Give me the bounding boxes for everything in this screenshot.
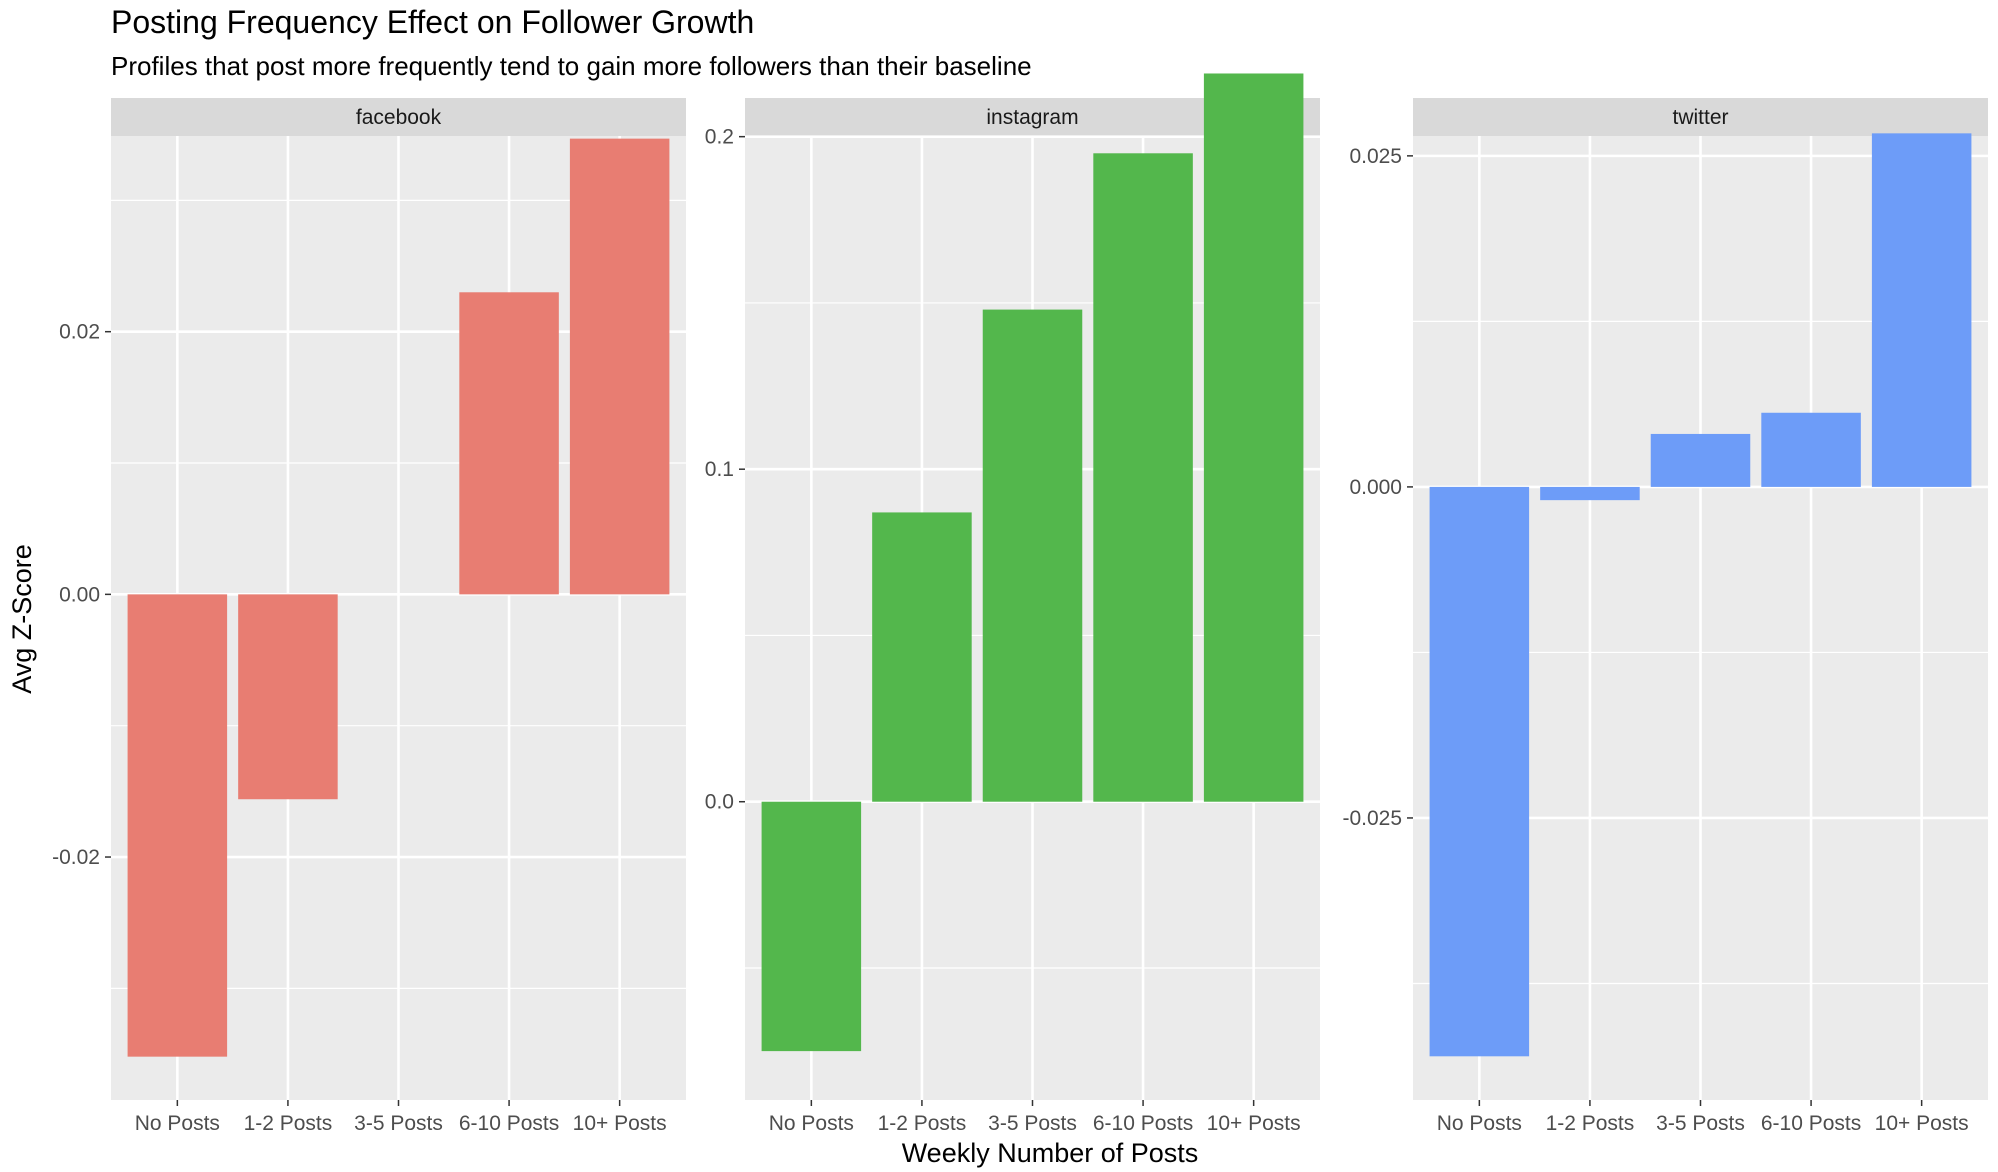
facet-twitter: twitter -0.025 0.000 0.025 No Posts 1-2 Posts… (1342, 98, 1988, 1135)
facet-instagram: instagram 0.0 0.1 0.2 No Posts 1-2 Posts 3-5 P… (705, 73, 1320, 1135)
x-tick-label: No Posts (135, 1112, 220, 1135)
x-tick-label: 10+ Posts (1875, 1112, 1969, 1135)
bar (127, 594, 228, 1057)
x-axis-label: Weekly Number of Posts (902, 1138, 1199, 1168)
y-tick-label: 0.1 (705, 458, 734, 481)
facet-strip-label: facebook (356, 106, 442, 129)
x-tick-label: 10+ Posts (573, 1112, 667, 1135)
x-tick-label: 3-5 Posts (1656, 1112, 1745, 1135)
facet-strip (1413, 98, 1988, 136)
bar (761, 801, 862, 1052)
bar (872, 512, 972, 802)
bar (1429, 486, 1530, 1057)
x-tick-label: No Posts (1437, 1112, 1522, 1135)
bar (569, 138, 670, 595)
x-tick-label: 10+ Posts (1207, 1112, 1301, 1135)
y-tick-label: 0.025 (1349, 145, 1402, 168)
y-tick-label: -0.02 (52, 846, 100, 869)
x-tick-label: 6-10 Posts (1093, 1112, 1193, 1135)
x-tick-label: 6-10 Posts (459, 1112, 559, 1135)
x-tick-label: 1-2 Posts (878, 1112, 967, 1135)
facet-panels: facebook -0.02 0.00 0.02 No Posts 1-2 Posts 3-… (52, 73, 1988, 1135)
y-tick-label: 0.00 (59, 583, 100, 606)
chart-title: Posting Frequency Effect on Follower Gro… (111, 4, 754, 40)
x-tick-label: No Posts (769, 1112, 854, 1135)
facet-strip-label: twitter (1672, 106, 1728, 129)
x-tick-label: 6-10 Posts (1761, 1112, 1861, 1135)
bar (1761, 412, 1861, 487)
y-tick-label: 0.02 (59, 321, 100, 344)
facet-strip-label: instagram (986, 106, 1078, 129)
bar (1650, 433, 1751, 487)
y-tick-label: 0.2 (705, 126, 734, 149)
facet-strip (111, 98, 686, 136)
y-axis-label: Avg Z-Score (7, 544, 37, 694)
chart-subtitle: Profiles that post more frequently tend … (111, 51, 1032, 81)
bar (982, 309, 1083, 802)
y-tick-label: -0.025 (1342, 807, 1402, 830)
y-tick-label: 0.0 (705, 791, 734, 814)
x-tick-label: 1-2 Posts (1546, 1112, 1635, 1135)
facet-facebook: facebook -0.02 0.00 0.02 No Posts 1-2 Posts 3-… (52, 98, 686, 1135)
bar (459, 292, 559, 595)
bar (1540, 486, 1640, 501)
x-tick-label: 1-2 Posts (244, 1112, 333, 1135)
bar (238, 594, 338, 800)
bar (1203, 73, 1304, 802)
y-tick-label: 0.000 (1349, 476, 1402, 499)
x-tick-label: 3-5 Posts (988, 1112, 1077, 1135)
x-tick-label: 3-5 Posts (354, 1112, 443, 1135)
bar (1093, 153, 1193, 802)
bar (1871, 133, 1972, 487)
